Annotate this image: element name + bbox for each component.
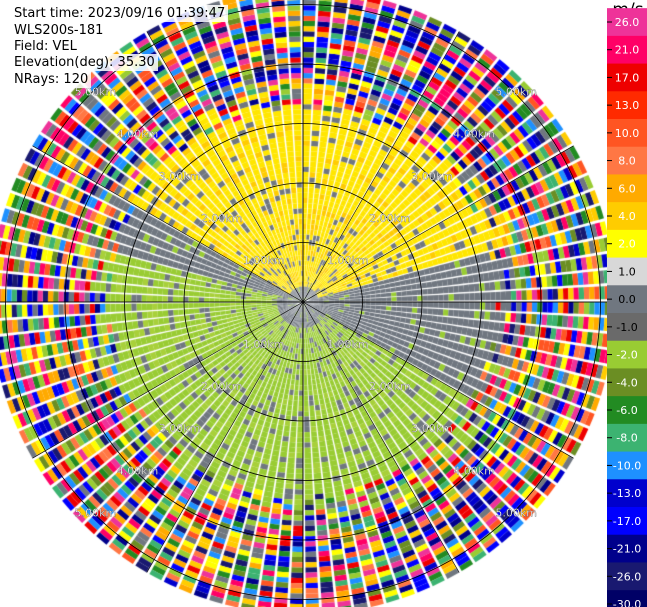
colorbar-label-6: 6.0 [618, 182, 636, 195]
colorbar-swatch-8 [607, 229, 647, 259]
azimuth-line-210 [146, 301, 304, 573]
ring-label-5-3: 5.00km [495, 506, 537, 519]
ring-label-2-0: 2.00km [201, 212, 243, 225]
colorbar-swatch-11 [607, 313, 647, 342]
ring-label-3-1: 3.00km [411, 170, 453, 183]
colorbar-label-18: -17.0 [613, 515, 641, 528]
ring-label-4-1: 4.00km [453, 128, 495, 141]
azimuth-line-300 [32, 145, 304, 303]
colorbar-label-9: 1.0 [618, 265, 636, 278]
colorbar-label-15: -8.0 [616, 432, 637, 445]
instrument-label: WLS200s-181 [11, 22, 107, 39]
colorbar-swatch-12 [607, 340, 647, 369]
colorbar-swatch-10 [607, 285, 647, 314]
colorbar-swatch-15 [607, 423, 647, 453]
azimuth-line-30 [302, 31, 460, 303]
ring-label-3-0: 3.00km [159, 170, 201, 183]
colorbar-label-11: -1.0 [616, 321, 637, 334]
colorbar-label-1: 21.0 [615, 44, 640, 57]
colorbar-label-20: -26.0 [613, 570, 641, 583]
azimuth-line-120 [302, 301, 574, 459]
colorbar-label-21: -30.0 [613, 598, 641, 607]
ring-label-5-0: 5.00km [75, 86, 117, 99]
colorbar-swatch-7 [607, 202, 647, 231]
ring-label-2-3: 2.00km [369, 380, 411, 393]
ring-label-1-3: 1.00km [327, 338, 369, 351]
ring-label-5-2: 5.00km [75, 506, 117, 519]
elevation-label: Elevation(deg): 35.30 [11, 54, 158, 71]
azimuth-line-60 [302, 145, 574, 303]
colorbar-label-14: -6.0 [616, 404, 637, 417]
colorbar-label-10: 0.0 [618, 293, 636, 306]
ring-label-4-0: 4.00km [117, 128, 159, 141]
colorbar-swatch-17 [607, 479, 647, 508]
colorbar-swatch-3 [607, 91, 647, 120]
colorbar-swatch-19 [607, 534, 647, 563]
colorbar-swatch-4 [607, 119, 647, 148]
colorbar-label-3: 13.0 [615, 99, 640, 112]
ring-label-1-0: 1.00km [243, 254, 285, 267]
colorbar-label-17: -13.0 [613, 487, 641, 500]
azimuth-line-240 [32, 301, 304, 459]
ring-label-4-2: 4.00km [117, 464, 159, 477]
colorbar-label-12: -2.0 [616, 349, 637, 362]
colorbar-swatch-6 [607, 174, 647, 203]
colorbar-label-13: -4.0 [616, 376, 637, 389]
ring-label-1-1: 1.00km [327, 254, 369, 267]
colorbar-swatch-21 [607, 590, 647, 607]
start-time-label: Start time: 2023/09/16 01:39:47 [11, 5, 229, 22]
ring-label-4-3: 4.00km [453, 464, 495, 477]
colorbar-swatch-18 [607, 507, 647, 536]
colorbar-swatch-9 [607, 257, 647, 286]
ring-label-5-1: 5.00km [495, 86, 537, 99]
field-label: Field: VEL [11, 38, 80, 55]
ring-label-2-2: 2.00km [201, 380, 243, 393]
colorbar-label-19: -21.0 [613, 543, 641, 556]
colorbar-swatch-0 [607, 8, 647, 37]
ring-label-1-2: 1.00km [243, 338, 285, 351]
azimuth-line-330 [146, 31, 304, 303]
colorbar-label-4: 10.0 [615, 127, 640, 140]
colorbar: 26.0 21.0 17.0 13.0 10.0 8.0 6.0 4.0 2.0 1.0 0.0 -1… [607, 8, 647, 607]
colorbar-label-5: 8.0 [618, 155, 636, 168]
colorbar-swatch-2 [607, 63, 647, 92]
nrays-label: NRays: 120 [11, 71, 92, 88]
ring-label-3-3: 3.00km [411, 422, 453, 435]
azimuth-line-150 [302, 301, 460, 573]
colorbar-swatch-16 [607, 451, 647, 480]
colorbar-swatch-14 [607, 396, 647, 425]
colorbar-label-8: 2.0 [618, 238, 636, 251]
colorbar-swatch-20 [607, 562, 647, 591]
colorbar-label-2: 17.0 [615, 71, 640, 84]
ring-label-2-1: 2.00km [369, 212, 411, 225]
colorbar-swatch-1 [607, 35, 647, 65]
colorbar-label-16: -10.0 [613, 459, 641, 472]
colorbar-label-7: 4.0 [618, 210, 636, 223]
colorbar-swatch-5 [607, 146, 647, 175]
colorbar-swatch-13 [607, 368, 647, 397]
ring-label-3-2: 3.00km [159, 422, 201, 435]
colorbar-label-0: 26.0 [615, 16, 640, 29]
